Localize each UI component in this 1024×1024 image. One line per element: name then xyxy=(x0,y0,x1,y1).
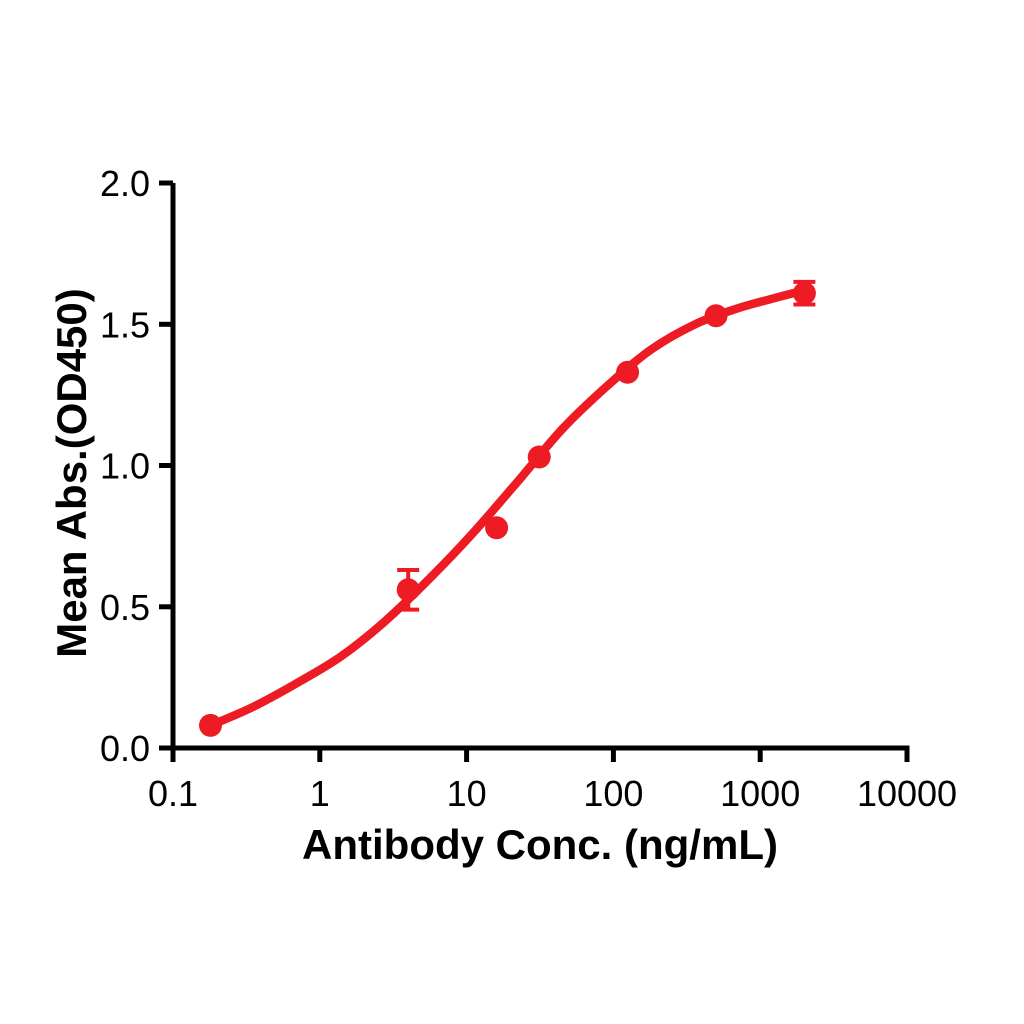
fit-curve xyxy=(206,286,809,730)
x-tick-label: 1 xyxy=(310,773,330,814)
data-point xyxy=(396,578,420,602)
y-tick-label: 0.0 xyxy=(100,728,150,769)
x-axis-title: Antibody Conc. (ng/mL) xyxy=(302,821,778,868)
y-tick-label: 1.5 xyxy=(100,304,150,345)
y-tick-label: 2.0 xyxy=(100,163,150,204)
y-axis-title: Mean Abs.(OD450) xyxy=(48,288,95,658)
x-tick-label: 0.1 xyxy=(148,773,198,814)
x-tick-label: 10000 xyxy=(857,773,957,814)
data-point xyxy=(527,445,551,469)
x-tick-label: 100 xyxy=(583,773,643,814)
data-point xyxy=(616,360,640,384)
data-point xyxy=(485,516,509,540)
y-tick-label: 1.0 xyxy=(100,446,150,487)
data-point xyxy=(199,713,222,737)
x-tick-label: 10 xyxy=(447,773,487,814)
data-point xyxy=(704,304,728,328)
data-point xyxy=(792,281,816,305)
x-tick-label: 1000 xyxy=(720,773,800,814)
y-tick-label: 0.5 xyxy=(100,587,150,628)
